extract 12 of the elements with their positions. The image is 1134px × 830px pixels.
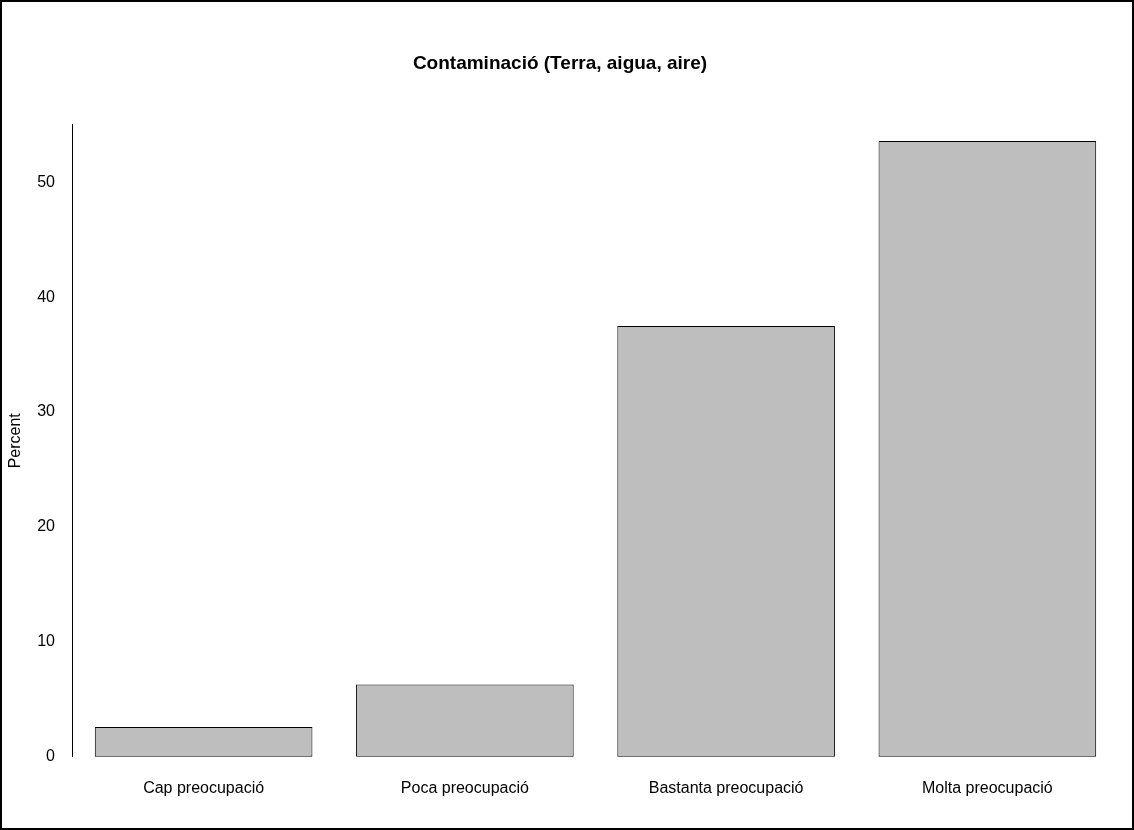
y-tick-label: 30 [37,402,56,420]
y-tick-label: 50 [37,172,56,190]
y-axis-title: Percent [6,412,24,469]
chart-title: Contaminació (Terra, aigua, aire) [412,51,708,73]
x-tick-label: Poca preocupació [400,778,530,796]
y-tick-label: 10 [37,632,56,650]
y-tick-label: 40 [37,287,56,305]
x-tick-label: Cap preocupació [143,778,265,796]
y-tick-label: 0 [46,747,56,765]
x-tick-label: Bastanta preocupació [648,778,804,796]
y-tick-label: 20 [37,517,56,535]
x-tick-label: Molta preocupació [922,778,1053,796]
